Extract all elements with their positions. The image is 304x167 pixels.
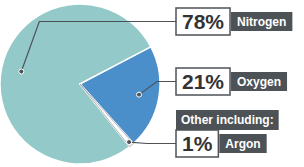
slice (80, 84, 134, 147)
chart: 78% Nitrogen 21% Oxygen 1% Argon Other includi… (0, 0, 304, 167)
value-box (176, 8, 230, 35)
category-box (219, 134, 266, 153)
value-label: 78% (182, 10, 224, 33)
value-box (176, 130, 218, 157)
annotation-box (176, 110, 279, 130)
slice-outline (80, 84, 134, 147)
leader-line (21, 22, 176, 72)
category-label: Nitrogen (237, 15, 286, 29)
value-label: 1% (182, 132, 213, 155)
value-box (176, 68, 230, 95)
leader-dot (137, 92, 142, 97)
leader-dot (19, 69, 24, 74)
category-box (231, 72, 287, 91)
pie (0, 4, 160, 164)
category-label: Argon (225, 137, 260, 151)
category-label: Oxygen (237, 75, 281, 89)
annotation: Other including: (181, 113, 274, 127)
leader-line (139, 82, 176, 95)
leader-dot (127, 140, 132, 145)
value-label: 21% (182, 70, 224, 93)
labels: 78% Nitrogen 21% Oxygen 1% Argon Other includi… (19, 8, 293, 157)
category-box (231, 12, 292, 31)
leader-line (129, 142, 176, 143)
